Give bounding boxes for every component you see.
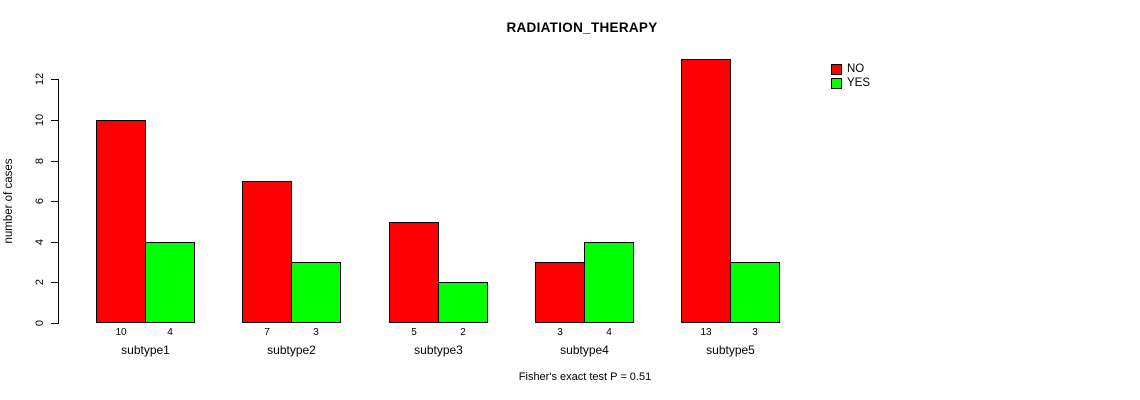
legend-label: YES (847, 77, 871, 89)
footnote: Fisher's exact test P = 0.51 (518, 371, 652, 383)
bar-yes-subtype1 (145, 242, 195, 323)
bar-value-label: 7 (264, 327, 270, 338)
bar-no-subtype3 (389, 222, 439, 323)
bar-no-subtype5 (681, 59, 731, 323)
bar-yes-subtype5 (730, 262, 780, 323)
y-axis-tick-label: 6 (34, 197, 46, 205)
bar-yes-subtype3 (438, 282, 488, 323)
y-axis-tick (51, 79, 59, 80)
y-axis-tick (51, 242, 59, 243)
y-axis-tick-label: 0 (34, 319, 46, 327)
y-axis-tick (51, 323, 59, 324)
bar-value-label: 3 (752, 327, 758, 338)
legend-item: NO (831, 63, 870, 76)
bar-yes-subtype2 (291, 262, 341, 323)
legend-swatch-no-icon (831, 64, 842, 75)
x-category-label-subtype3: subtype3 (414, 343, 463, 357)
y-axis-tick-label: 4 (34, 238, 46, 246)
y-axis-tick (51, 201, 59, 202)
y-axis-tick (51, 282, 59, 283)
y-axis-tick (51, 120, 59, 121)
x-category-label-subtype2: subtype2 (267, 343, 316, 357)
bar-no-subtype1 (96, 120, 146, 323)
bar-value-label: 2 (460, 327, 466, 338)
bar-value-label: 4 (606, 327, 612, 338)
bar-value-label: 10 (115, 327, 127, 338)
bar-value-label: 3 (313, 327, 319, 338)
bar-no-subtype4 (535, 262, 585, 323)
x-category-label-subtype5: subtype5 (706, 343, 755, 357)
y-axis-tick-label: 12 (34, 72, 46, 86)
x-category-label-subtype1: subtype1 (121, 343, 170, 357)
bar-no-subtype2 (242, 181, 292, 323)
legend-swatch-yes-icon (831, 78, 842, 89)
bar-value-label: 13 (700, 327, 712, 338)
bar-value-label: 3 (557, 327, 563, 338)
bar-yes-subtype4 (584, 242, 634, 323)
y-axis-tick-label: 2 (34, 278, 46, 286)
chart-title: RADIATION_THERAPY (506, 20, 658, 35)
legend-item: YES (831, 77, 870, 90)
legend: NO YES (831, 63, 870, 90)
y-axis-title: number of cases (3, 158, 15, 244)
x-category-label-subtype4: subtype4 (560, 343, 609, 357)
bar-value-label: 5 (411, 327, 417, 338)
bar-value-label: 4 (167, 327, 173, 338)
y-axis-tick-label: 10 (34, 113, 46, 127)
y-axis-tick-label: 8 (34, 157, 46, 165)
legend-label: NO (847, 63, 865, 75)
y-axis-tick (51, 161, 59, 162)
